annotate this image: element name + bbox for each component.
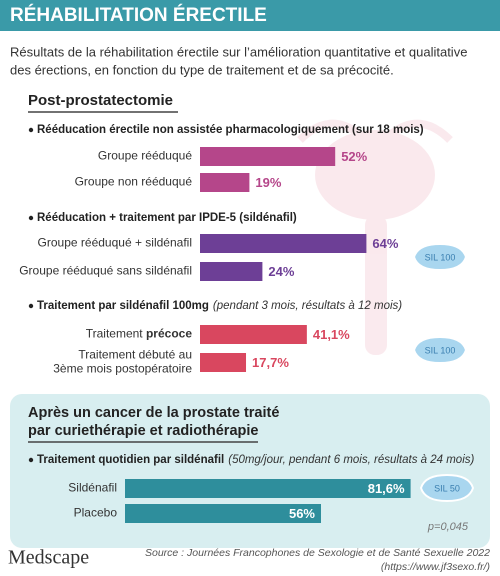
value-label: 52% bbox=[341, 149, 367, 164]
bar-label-emphasis: précoce bbox=[146, 327, 192, 341]
value-label: 64% bbox=[372, 236, 398, 251]
bar bbox=[125, 479, 411, 498]
group-title: Rééducation + traitement par IPDE-5 (sil… bbox=[37, 212, 297, 224]
group-note: (50mg/jour, pendant 6 mois, résultats à … bbox=[228, 454, 474, 466]
bullet bbox=[28, 215, 34, 221]
bar-label-text: Sildénafil bbox=[68, 481, 117, 495]
value-label: 17,7% bbox=[252, 355, 289, 370]
value-label: 56% bbox=[289, 506, 315, 521]
intro-line: des érections, en fonction du type de tr… bbox=[10, 62, 394, 77]
group-title-text: Rééducation + traitement par IPDE-5 (sil… bbox=[37, 212, 297, 224]
intro-line: Résultats de la réhabilitation érectile … bbox=[10, 44, 467, 59]
pill-text: SIL 50 bbox=[434, 483, 460, 493]
pill bbox=[412, 242, 468, 272]
bar-label: Groupe rééduqué bbox=[98, 149, 192, 163]
bar-label: Sildénafil bbox=[68, 481, 117, 495]
bar-label: 3ème mois postopératoire bbox=[53, 362, 192, 376]
group-title: Traitement par sildénafil 100mg (pendant … bbox=[37, 300, 402, 312]
bar-label: Groupe rééduqué + sildénafil bbox=[38, 236, 192, 250]
group-title: Rééducation érectile non assistée pharma… bbox=[37, 124, 424, 136]
bullet bbox=[28, 127, 34, 133]
panel-title: par curiethérapie et radiothérapie bbox=[28, 423, 258, 439]
header-title: RÉHABILITATION ÉRECTILE bbox=[10, 4, 267, 26]
bar-label-text: Traitement bbox=[86, 327, 146, 341]
value-label: 81,6% bbox=[368, 481, 405, 496]
bullet bbox=[28, 303, 34, 309]
bar bbox=[200, 353, 247, 372]
bar-label: Placebo bbox=[74, 506, 118, 520]
panel-title: Après un cancer de la prostate traité bbox=[28, 405, 279, 421]
pill bbox=[412, 335, 468, 365]
bar-label: Groupe non rééduqué bbox=[75, 175, 193, 189]
bar bbox=[125, 504, 321, 523]
group-note: (pendant 3 mois, résultats à 12 mois) bbox=[213, 300, 402, 312]
bullet bbox=[28, 457, 34, 463]
value-label: 19% bbox=[255, 175, 281, 190]
pill-text: SIL 100 bbox=[425, 345, 456, 355]
source: Source : Journées Francophones de Sexolo… bbox=[145, 547, 490, 559]
bar bbox=[200, 262, 263, 281]
bar-label-text: Groupe rééduqué + sildénafil bbox=[38, 236, 192, 250]
bar-label: Traitement débuté au bbox=[78, 348, 192, 362]
section-title: Post-prostatectomie bbox=[28, 92, 173, 109]
group-title-text: Traitement par sildénafil 100mg bbox=[37, 300, 209, 312]
bar-label: Groupe rééduqué sans sildénafil bbox=[19, 264, 192, 278]
bar bbox=[200, 173, 250, 192]
bar bbox=[200, 147, 336, 166]
group-title: Traitement quotidien par sildénafil (50mg… bbox=[37, 454, 474, 466]
group-title-text: Rééducation érectile non assistée pharma… bbox=[37, 124, 424, 136]
bar bbox=[200, 234, 367, 253]
header-band bbox=[0, 0, 500, 31]
pill-text: SIL 100 bbox=[425, 252, 456, 262]
bar-label-text: Groupe non rééduqué bbox=[75, 175, 193, 189]
bar-label-text: Groupe rééduqué sans sildénafil bbox=[19, 264, 192, 278]
brand: Medscape bbox=[8, 547, 89, 569]
anatomy-illustration bbox=[297, 119, 453, 355]
bar bbox=[200, 325, 307, 344]
group-title-text: Traitement quotidien par sildénafil bbox=[37, 454, 224, 466]
p-value: p=0,045 bbox=[427, 521, 469, 533]
value-label: 24% bbox=[268, 264, 294, 279]
source: (https://www.jf3sexo.fr/) bbox=[381, 561, 490, 573]
bar-label-text: Groupe rééduqué bbox=[98, 149, 192, 163]
pill bbox=[419, 473, 475, 503]
value-label: 41,1% bbox=[313, 327, 350, 342]
bar-label: Traitement précoce bbox=[86, 327, 193, 341]
bar-label-text: Placebo bbox=[74, 506, 118, 520]
